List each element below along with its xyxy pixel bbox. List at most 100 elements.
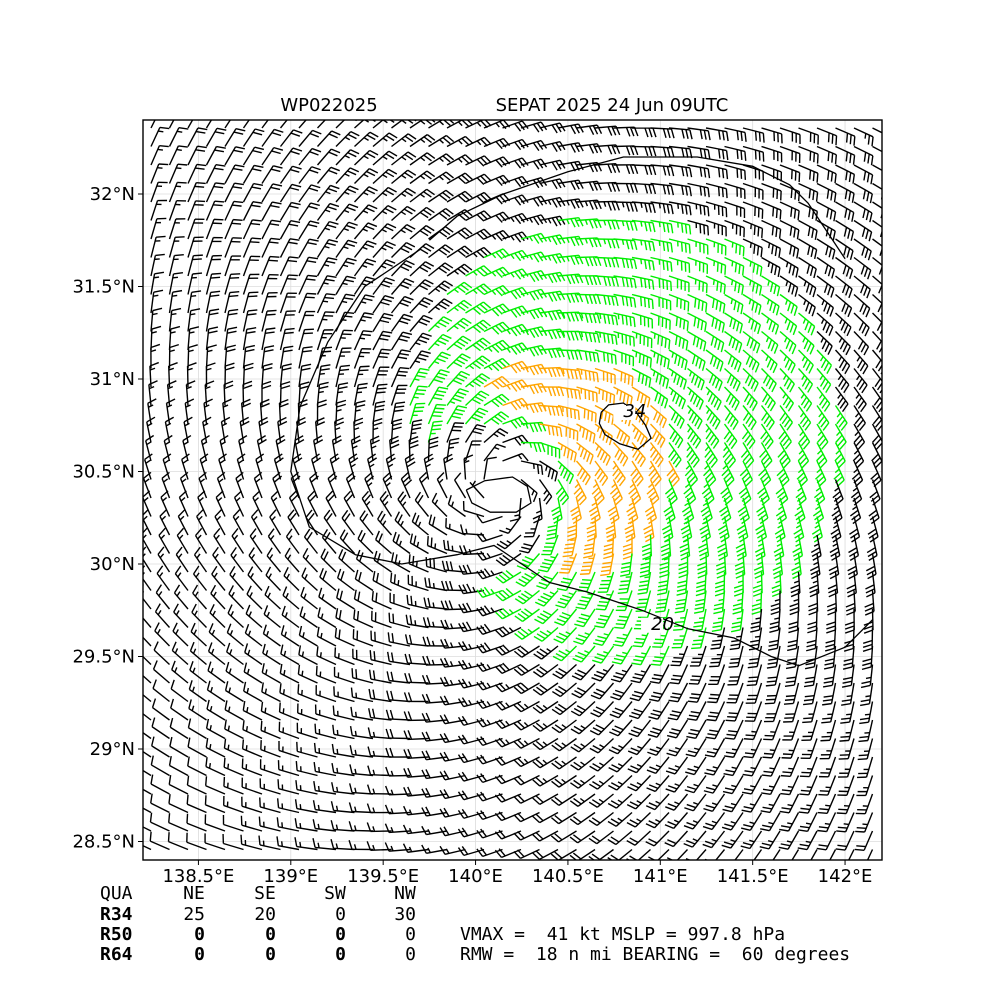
wind-barb	[199, 453, 209, 480]
wind-barb	[149, 812, 170, 832]
wind-barb	[760, 812, 781, 832]
wind-barb	[446, 388, 469, 406]
wind-barb	[849, 497, 862, 525]
wind-barb	[278, 721, 300, 740]
wind-barb	[816, 830, 837, 851]
wind-barb	[853, 238, 872, 261]
wind-barb	[573, 479, 587, 506]
wind-barb	[335, 364, 350, 388]
wind-barb	[206, 699, 226, 721]
wind-barb	[628, 719, 652, 738]
wind-barb	[834, 405, 848, 431]
wind-barb	[483, 339, 510, 354]
wind-barb	[569, 830, 596, 844]
wind-barb	[220, 416, 231, 443]
wind-barb	[168, 325, 181, 351]
wind-barb	[816, 293, 835, 317]
wind-barb	[409, 402, 426, 425]
wind-barb	[204, 776, 226, 795]
wind-barb	[603, 534, 615, 560]
wind-barb	[816, 201, 837, 222]
radii-r64-se: 0	[265, 944, 276, 965]
wind-barb	[163, 434, 173, 462]
wind-barb	[740, 830, 763, 850]
wind-barb	[476, 550, 503, 561]
wind-barb	[242, 120, 250, 129]
wind-barb	[382, 471, 393, 499]
wind-barb	[143, 453, 153, 480]
wind-barb	[650, 645, 670, 666]
wind-barb	[476, 773, 503, 784]
wind-barb	[205, 164, 226, 184]
wind-barb	[298, 238, 319, 258]
wind-barb	[854, 830, 874, 851]
wind-barb	[462, 500, 485, 518]
radii-r34-ne: 25	[183, 904, 205, 925]
wind-barb	[502, 157, 529, 169]
wind-barb	[627, 775, 652, 792]
wind-barb	[298, 310, 316, 332]
wind-barb	[157, 546, 171, 573]
wind-barb	[650, 293, 672, 311]
wind-barb	[779, 127, 801, 145]
wind-barb	[557, 386, 582, 400]
wind-barb	[631, 293, 654, 310]
wind-barb	[446, 172, 473, 185]
wind-barb	[316, 381, 329, 406]
wind-barb	[779, 405, 793, 431]
wind-barb	[244, 623, 263, 647]
wind-barb	[385, 453, 396, 480]
wind-barb	[279, 363, 292, 388]
wind-barb	[557, 216, 584, 228]
wind-barb	[242, 182, 264, 203]
wind-barb	[833, 460, 845, 488]
wind-barb	[354, 167, 379, 184]
wind-barb	[457, 827, 485, 838]
wind-barb	[705, 423, 720, 449]
radii-r34-sw: 0	[335, 904, 346, 925]
axis-ticks: 138.5°E 139°E 139.5°E 140°E 140.5°E 141°E 141.…	[72, 184, 872, 887]
wind-barb	[681, 497, 695, 525]
wind-barb	[631, 312, 654, 329]
wind-barb	[372, 259, 396, 277]
wind-barb	[724, 256, 745, 276]
wind-barb	[631, 182, 657, 195]
wind-barb	[589, 719, 614, 736]
contour-label: 34	[623, 401, 646, 422]
wind-barb	[513, 645, 540, 658]
wind-barb	[799, 756, 818, 778]
wind-barb	[241, 739, 263, 758]
wind-barb	[576, 256, 602, 267]
wind-barb	[614, 608, 633, 629]
contour-line	[598, 402, 652, 451]
wind-barb	[513, 737, 540, 749]
wind-barb	[313, 742, 337, 758]
wind-barb	[724, 145, 747, 161]
wind-barb	[647, 738, 670, 756]
wind-barb	[650, 367, 670, 389]
radii-r34-se: 20	[254, 904, 276, 925]
wind-barb	[406, 594, 429, 610]
wind-barb	[721, 460, 735, 487]
wind-barb	[354, 149, 379, 166]
wind-barb	[483, 303, 511, 317]
wind-barb	[345, 471, 356, 499]
radii-row-label-r50: R50	[100, 924, 133, 945]
wind-barb	[353, 382, 368, 406]
wind-barb	[613, 312, 636, 328]
wind-barb	[457, 678, 485, 689]
wind-barb	[838, 738, 855, 760]
wind-barb	[323, 509, 337, 536]
wind-barb	[188, 680, 207, 703]
wind-barb	[211, 565, 226, 591]
wind-barb	[791, 849, 800, 860]
wind-barb	[349, 725, 374, 740]
wind-barb	[143, 844, 152, 851]
wind-barb	[520, 402, 547, 414]
wind-barb	[173, 584, 189, 610]
tick-label-lat: 29°N	[90, 739, 135, 760]
wind-barb	[259, 797, 281, 814]
wind-barb	[631, 201, 656, 214]
wind-barb	[372, 312, 394, 332]
wind-barb	[228, 585, 245, 610]
